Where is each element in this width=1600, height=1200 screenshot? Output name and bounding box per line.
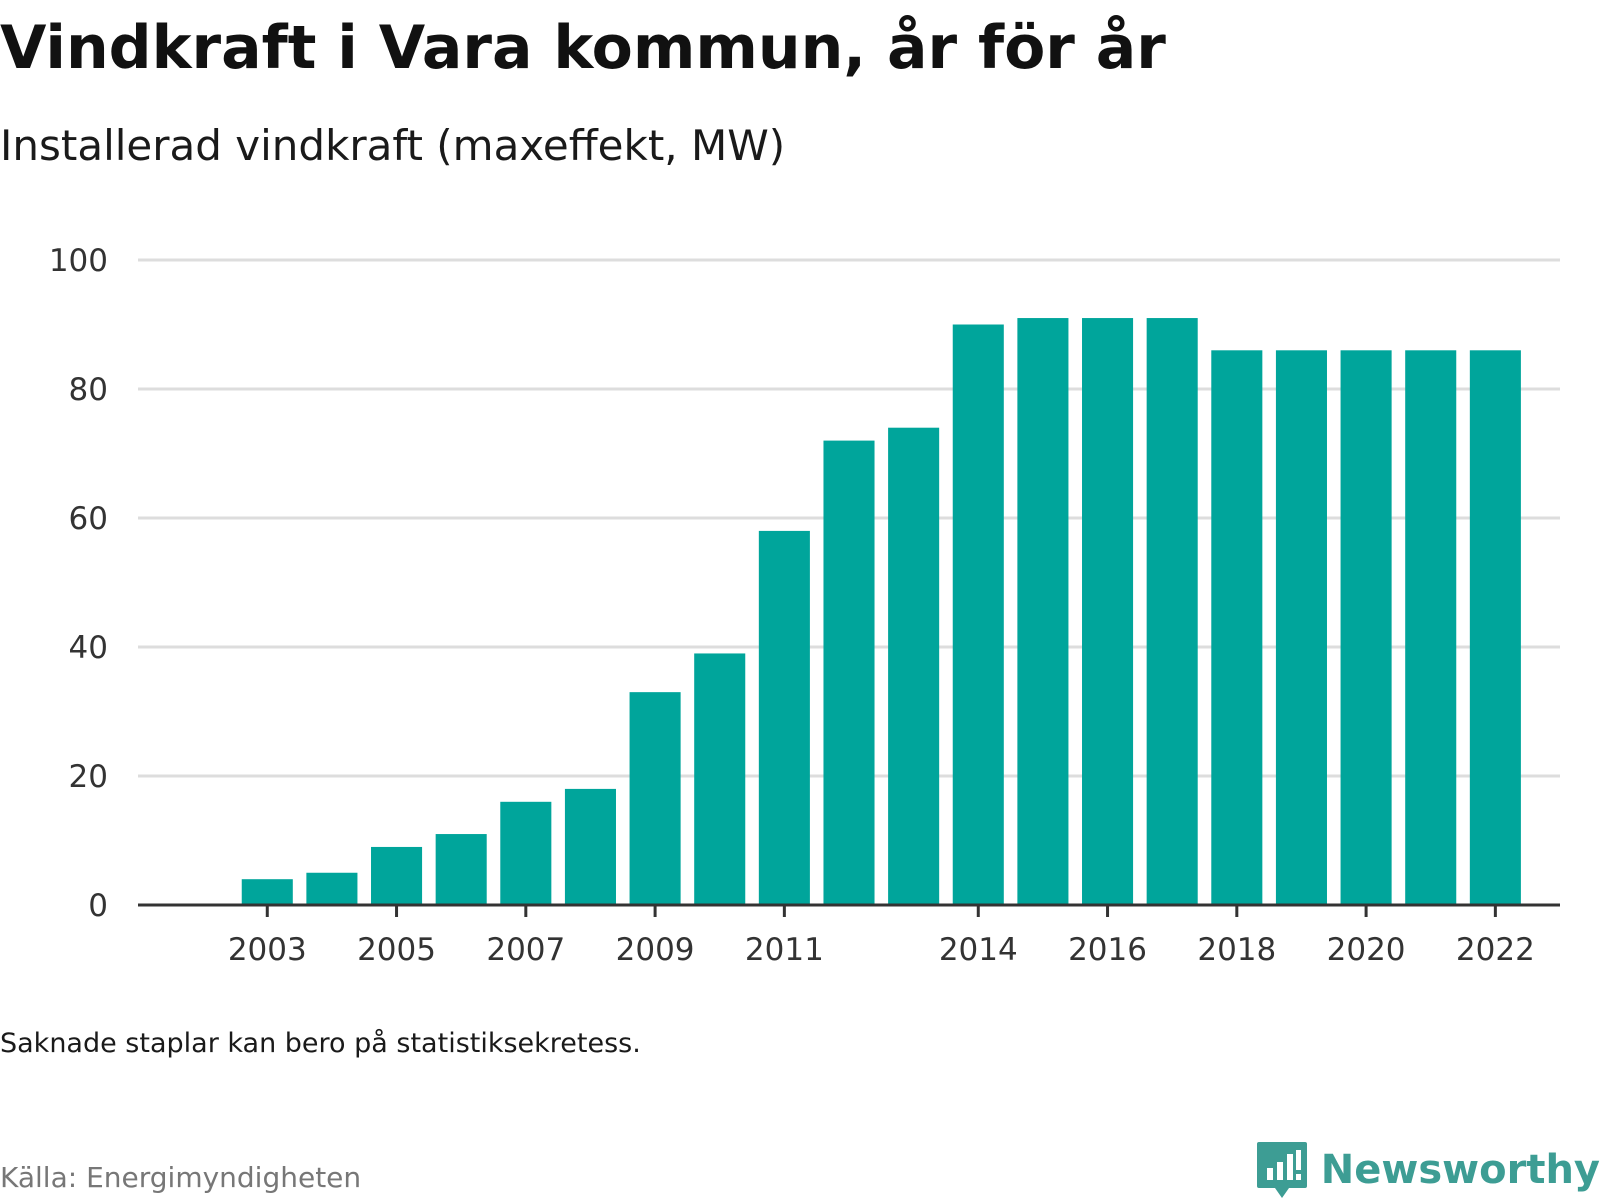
x-tick-label-2014: 2014 [939,932,1018,968]
bar-2008 [564,788,616,905]
bars [241,318,1521,905]
bar-2016 [1082,318,1134,905]
newsworthy-logo-icon [1256,1142,1307,1198]
bar-2004 [306,872,358,905]
bar-2017 [1146,318,1198,905]
x-axis-labels: 2003 2005 2007 2009 2011 2014 2016 2018 2020 2022 [228,932,1535,968]
y-tick-label-20: 20 [69,759,108,795]
bar-2009 [629,692,681,905]
bar-2021 [1405,350,1457,905]
bar-2020 [1340,350,1392,905]
bar-2013 [888,427,940,905]
x-tick-label-2011: 2011 [745,932,824,968]
x-tick-label-2009: 2009 [616,932,695,968]
y-tick-label-80: 80 [69,372,108,408]
bar-2010 [694,653,746,905]
bar-2006 [435,834,487,905]
y-tick-label-60: 60 [69,501,108,537]
bar-2018 [1211,350,1263,905]
source-credit: Källa: Energimyndigheten [0,1161,362,1194]
x-axis [138,903,1560,917]
brand-name: Newsworthy [1320,1147,1600,1193]
bar-2005 [371,846,423,905]
bar-2014 [952,324,1004,905]
bar-chart: 0 20 40 60 80 100 2003 2005 2007 2009 2011 2014 201… [49,243,1560,968]
chart-subtitle: Installerad vindkraft (maxeffekt, MW) [0,121,786,170]
x-tick-label-2005: 2005 [357,932,436,968]
x-tick-label-2022: 2022 [1456,932,1535,968]
bar-2022 [1469,350,1521,905]
chart-title: Vindkraft i Vara kommun, år för år [0,13,1166,83]
x-tick-label-2003: 2003 [228,932,307,968]
bar-2011 [758,530,810,905]
y-axis-labels: 0 20 40 60 80 100 [49,243,108,924]
x-tick-label-2016: 2016 [1068,932,1147,968]
y-tick-label-0: 0 [88,888,108,924]
y-tick-label-40: 40 [69,630,108,666]
footnote: Saknade staplar kan bero på statistiksek… [0,1028,641,1059]
bar-2003 [241,879,293,905]
bar-2019 [1275,350,1327,905]
bar-2012 [823,440,875,905]
bar-2015 [1017,318,1069,905]
x-tick-label-2007: 2007 [486,932,565,968]
x-tick-label-2018: 2018 [1197,932,1276,968]
x-tick-label-2020: 2020 [1327,932,1406,968]
brand-logo: Newsworthy [1255,1140,1600,1200]
bar-2007 [500,801,552,905]
y-tick-label-100: 100 [49,243,108,279]
